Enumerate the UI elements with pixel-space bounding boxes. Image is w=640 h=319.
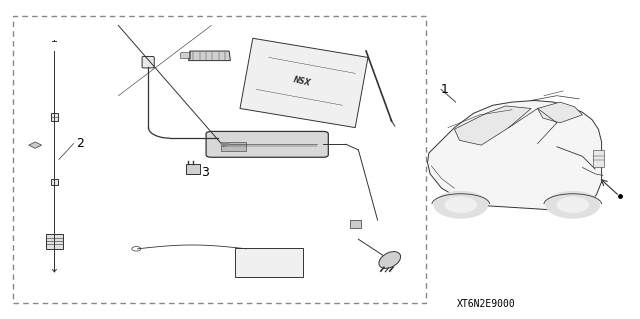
Text: 2: 2 xyxy=(76,137,84,150)
FancyBboxPatch shape xyxy=(206,131,328,157)
FancyBboxPatch shape xyxy=(51,179,58,185)
FancyBboxPatch shape xyxy=(51,113,58,121)
FancyBboxPatch shape xyxy=(46,234,63,249)
FancyBboxPatch shape xyxy=(235,248,303,277)
FancyBboxPatch shape xyxy=(180,53,191,59)
Bar xyxy=(13,16,426,303)
FancyBboxPatch shape xyxy=(142,56,154,68)
Text: 1: 1 xyxy=(441,83,449,96)
Circle shape xyxy=(557,197,589,213)
Circle shape xyxy=(445,197,477,213)
FancyBboxPatch shape xyxy=(350,220,361,228)
Text: XT6N2E9000: XT6N2E9000 xyxy=(457,300,516,309)
Polygon shape xyxy=(189,51,230,61)
Circle shape xyxy=(434,191,488,218)
FancyBboxPatch shape xyxy=(186,164,200,174)
Polygon shape xyxy=(538,102,582,123)
Text: NSX: NSX xyxy=(292,75,312,88)
Circle shape xyxy=(221,142,230,146)
Circle shape xyxy=(546,191,600,218)
Polygon shape xyxy=(29,142,42,148)
FancyBboxPatch shape xyxy=(593,150,604,167)
Text: 3: 3 xyxy=(201,166,209,179)
Ellipse shape xyxy=(379,252,401,268)
Polygon shape xyxy=(428,100,602,211)
Polygon shape xyxy=(454,106,531,145)
FancyBboxPatch shape xyxy=(221,142,246,151)
Polygon shape xyxy=(240,38,368,128)
